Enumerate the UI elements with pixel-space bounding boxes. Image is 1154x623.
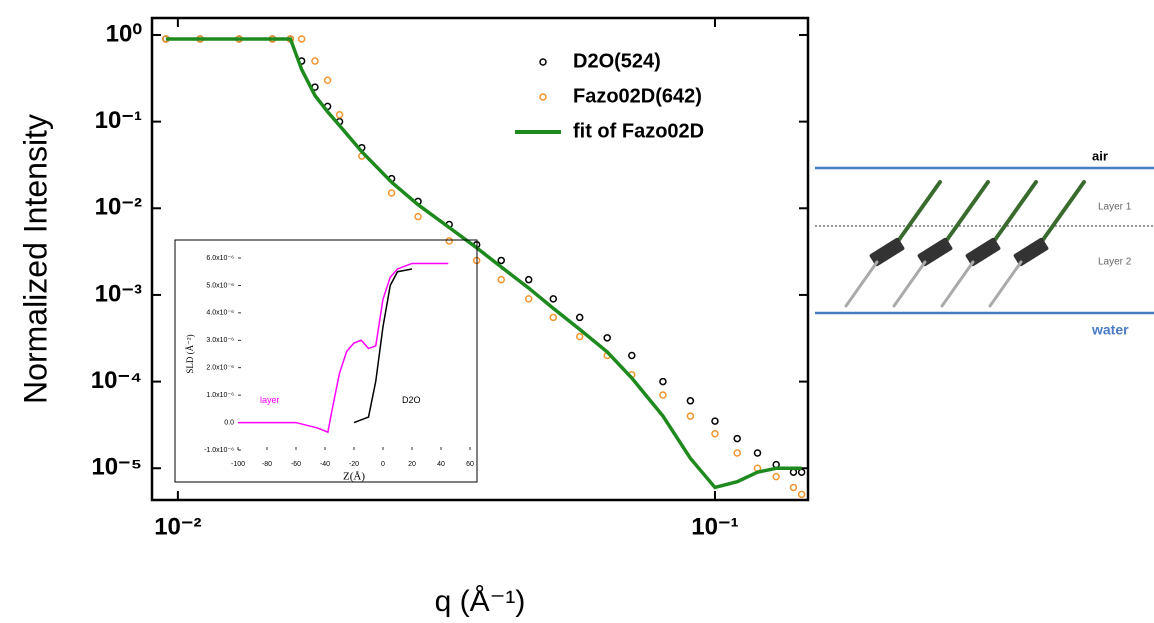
data-point: [797, 468, 806, 476]
layer2-label: Layer 2: [1098, 257, 1132, 268]
data-point: [297, 35, 306, 43]
diagram: air Layer 1 Layer 2 water: [815, 148, 1154, 338]
data-point: [789, 468, 798, 476]
x-tick-label: -20: [349, 461, 359, 468]
layer1-label: Layer 1: [1098, 202, 1132, 213]
inset-frame: [174, 239, 478, 483]
molecule: [892, 180, 990, 308]
y-tick-label: 5.0x10⁻⁶: [206, 282, 234, 289]
data-point: [659, 377, 667, 386]
head: [869, 237, 905, 267]
data-point: [733, 434, 741, 443]
tail: [894, 180, 942, 246]
data-point: [549, 313, 558, 322]
series-line: [165, 37, 802, 490]
data-point: [797, 490, 806, 499]
data-point: [575, 313, 584, 322]
data-point: [711, 430, 719, 438]
y-tick-label: 10⁰: [106, 20, 143, 47]
air-label: air: [1092, 148, 1108, 163]
data-point: [311, 57, 319, 65]
x-tick-label: 40: [437, 461, 445, 468]
y-tick-label: -1.0x10⁻⁶: [204, 447, 234, 454]
chain: [844, 260, 879, 308]
series-line: [238, 262, 449, 434]
molecule: [940, 180, 1038, 308]
molecule: [988, 180, 1086, 308]
legend-label: D2O(524): [573, 50, 661, 72]
data-point: [686, 412, 695, 420]
legend-label: Fazo02D(642): [573, 85, 702, 107]
y-axis-label: SLD (Å⁻²): [185, 334, 195, 373]
legend-swatch: [539, 93, 547, 101]
data-point: [772, 472, 780, 481]
data-point: [575, 332, 584, 341]
y-tick-label: 0.0: [224, 419, 234, 426]
data-point: [659, 391, 667, 399]
data-point: [387, 189, 396, 197]
x-tick-label: -100: [231, 461, 245, 468]
plot-frame: [150, 16, 810, 502]
x-tick-label: -60: [291, 461, 301, 468]
data-point: [753, 449, 762, 457]
data-point: [603, 334, 611, 342]
data-point: [497, 275, 505, 284]
series-label: D2O: [402, 395, 421, 405]
data-point: [323, 76, 332, 85]
y-axis-label: Normalized Intensity: [17, 114, 53, 404]
y-tick-label: 3.0x10⁻⁶: [206, 337, 234, 344]
y-tick-label: 10⁻⁵: [91, 454, 142, 481]
data-point: [335, 111, 344, 119]
y-tick-label: 10⁻⁴: [91, 367, 142, 394]
data-point: [524, 295, 533, 303]
x-tick-label: 10⁻¹: [691, 513, 738, 540]
legend-swatch: [539, 58, 547, 66]
data-point: [789, 483, 798, 492]
x-tick-label: 10⁻²: [154, 513, 201, 540]
data-point: [733, 449, 741, 457]
data-point: [524, 275, 533, 284]
data-point: [628, 351, 636, 360]
y-tick-label: 6.0x10⁻⁶: [206, 255, 234, 262]
y-tick-label: 1.0x10⁻⁶: [206, 392, 234, 399]
data-point: [445, 237, 453, 245]
data-point: [549, 295, 558, 303]
y-tick-label: 10⁻²: [95, 194, 142, 221]
water-label: water: [1091, 322, 1129, 338]
y-tick-label: 10⁻³: [95, 280, 142, 307]
series-label: layer: [260, 395, 280, 405]
y-tick-label: 2.0x10⁻⁶: [206, 365, 234, 372]
legend-label: fit of Fazo02D: [573, 120, 704, 142]
data-point: [686, 397, 695, 405]
x-tick-label: 60: [466, 461, 474, 468]
x-tick-label: -40: [320, 461, 330, 468]
x-tick-label: -80: [262, 461, 272, 468]
data-point: [711, 417, 719, 425]
x-tick-label: 0: [381, 461, 385, 468]
x-tick-label: 20: [408, 461, 416, 468]
series-line: [353, 268, 413, 424]
y-tick-label: 10⁻¹: [95, 107, 142, 134]
x-axis-label: q (Å⁻¹): [435, 585, 526, 618]
data-point: [414, 212, 422, 221]
x-axis-label: Z(Å): [343, 471, 365, 483]
molecule: [844, 180, 942, 308]
data-point: [497, 256, 505, 265]
y-tick-label: 4.0x10⁻⁶: [206, 310, 234, 317]
